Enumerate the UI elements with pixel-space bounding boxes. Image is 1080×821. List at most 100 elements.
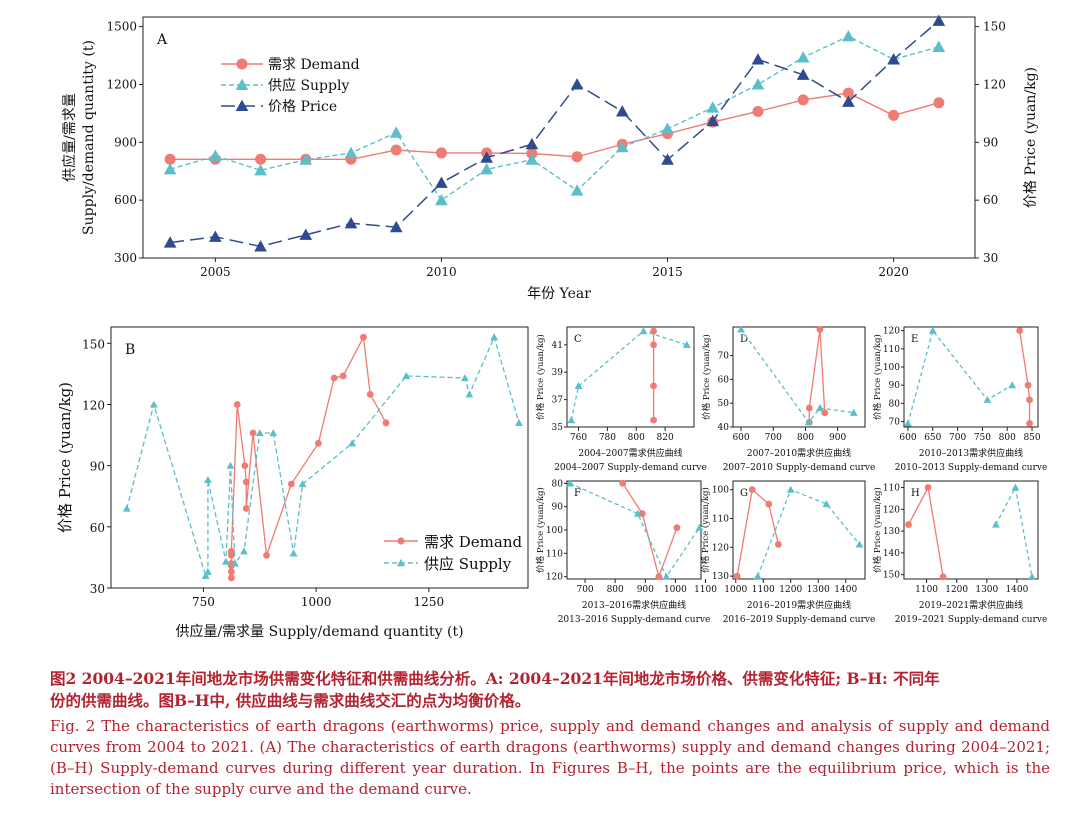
data-point: [163, 236, 177, 248]
data-point: [816, 325, 824, 333]
y-tick-label: 120: [546, 573, 563, 583]
y-tick-label: 110: [712, 514, 729, 524]
data-point: [402, 372, 411, 380]
x-tick-label: 1400: [834, 585, 857, 595]
data-point: [748, 486, 756, 494]
y-tick-label: 50: [718, 399, 730, 409]
data-point: [682, 340, 691, 348]
y2-tick-label: 30: [983, 251, 998, 265]
data-point: [905, 521, 912, 528]
y-tick-label: 150: [82, 337, 105, 351]
series-line: [170, 20, 940, 248]
data-point: [796, 51, 810, 63]
data-point: [567, 416, 576, 424]
x-tick-label: 1200: [779, 585, 802, 595]
data-point: [983, 395, 992, 403]
legend-marker: [235, 99, 249, 112]
data-point: [298, 480, 307, 488]
data-point: [480, 162, 493, 175]
data-point: [928, 326, 937, 334]
x-tick-label: 700: [576, 585, 593, 595]
x-tick-label: 1300: [975, 585, 998, 595]
data-point: [991, 520, 1000, 528]
y-axis-label: 价格 Price (yuan/kg): [535, 334, 546, 420]
panel-b: B 750 1000 1250 30 60 90 120 150 供应量/需求量 Supply/d…: [56, 326, 529, 640]
y-axis-label-en: Supply/demand quantity (t): [81, 40, 97, 235]
x-tick-label: 1100: [915, 585, 938, 595]
data-point: [774, 541, 782, 548]
series-line: [995, 485, 1033, 577]
series-line: [907, 485, 944, 577]
data-point: [339, 372, 347, 380]
data-point: [242, 505, 250, 512]
panel-letter: F: [574, 488, 581, 499]
data-point: [695, 523, 704, 531]
data-point: [805, 404, 813, 412]
data-point: [344, 216, 358, 229]
data-point: [1026, 396, 1033, 404]
data-point: [164, 153, 176, 165]
data-point: [515, 418, 523, 426]
y-tick-label: 40: [718, 423, 730, 433]
y-tick-label: 41: [552, 341, 563, 351]
data-point: [299, 153, 313, 165]
y-axis-label: 价格 Price (yuan/kg): [872, 334, 883, 420]
y-axis-label: 价格 Price (yuan/kg): [56, 382, 74, 533]
data-point: [227, 547, 235, 555]
x-tick-label: 1200: [945, 585, 968, 595]
series-line: [622, 482, 678, 579]
data-point: [390, 144, 402, 156]
plot-frame: [566, 326, 695, 428]
data-point: [227, 574, 235, 582]
y-tick-label: 90: [889, 381, 901, 391]
data-point: [804, 418, 813, 426]
data-point: [233, 401, 241, 408]
data-point: [706, 101, 720, 113]
data-point: [571, 151, 583, 163]
y-tick-label: 35: [552, 423, 564, 433]
series-line: [740, 328, 854, 424]
data-point: [650, 327, 657, 335]
data-point: [254, 240, 267, 252]
panel-caption-zh: 2013–2016需求供应曲线: [582, 599, 686, 611]
y-axis-label: 价格 Price (yuan/kg): [872, 487, 883, 573]
legend-entry: 需求 Demand: [424, 533, 522, 551]
data-point: [786, 485, 795, 493]
y2-tick-label: 90: [983, 135, 998, 149]
legend-entry: 需求 Demand: [268, 57, 360, 73]
y-tick-label: 70: [889, 418, 901, 428]
data-point: [366, 390, 374, 398]
y-tick-label: 110: [883, 484, 900, 494]
data-point: [389, 220, 403, 233]
series-line: [736, 488, 780, 577]
panel-caption-en: 2004–2007 Supply-demand curve: [554, 463, 707, 473]
x-tick-label: 900: [637, 585, 654, 595]
data-point: [751, 78, 765, 90]
caption-en-label: Fig. 2: [50, 717, 96, 735]
data-point: [796, 68, 810, 80]
y-tick-label: 1200: [106, 77, 137, 91]
x-tick-label: 1250: [414, 595, 445, 609]
data-point: [163, 162, 177, 175]
data-point: [242, 478, 250, 486]
x-tick-label: 800: [628, 433, 645, 443]
y-tick-label: 140: [883, 549, 900, 559]
x-tick-label: 1100: [694, 585, 717, 595]
data-point: [566, 479, 574, 487]
panel-letter: H: [911, 488, 920, 499]
legend-marker: [235, 78, 249, 91]
series-line: [170, 92, 940, 160]
data-point: [706, 114, 720, 127]
x-tick-label: 1000: [301, 595, 332, 609]
y2-axis-label: 价格 Price (yuan/kg): [1023, 67, 1039, 208]
data-point: [287, 480, 295, 488]
data-point: [249, 429, 257, 437]
x-tick-label: 800: [607, 585, 624, 595]
data-point: [241, 462, 249, 470]
legend-marker: [396, 558, 406, 567]
y2-tick-label: 120: [983, 77, 1006, 91]
data-point: [661, 122, 674, 134]
plot-frame: [142, 16, 976, 259]
